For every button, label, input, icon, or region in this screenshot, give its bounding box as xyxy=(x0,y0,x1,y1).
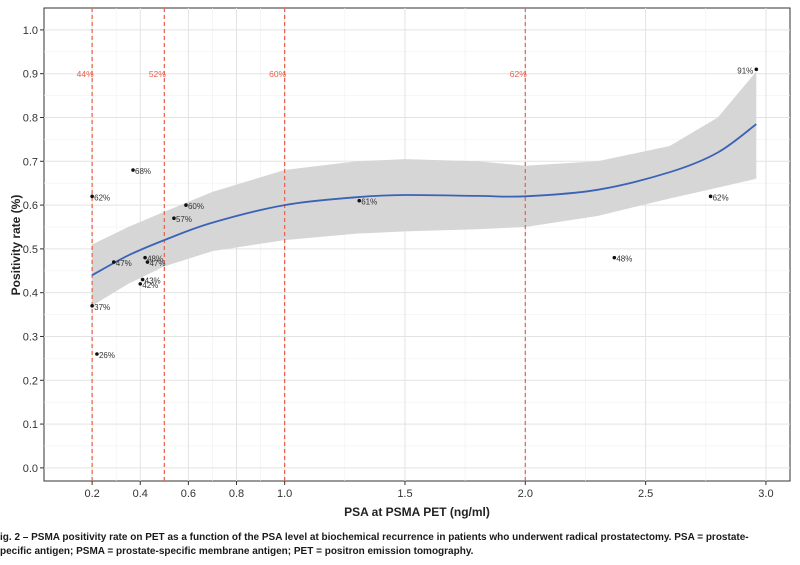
y-tick-label: 0.0 xyxy=(23,463,38,475)
data-point-label: 91% xyxy=(737,66,753,75)
figure-caption: ig. 2 – PSMA positivity rate on PET as a… xyxy=(0,531,800,559)
data-point-label: 43% xyxy=(145,277,161,286)
y-tick-label: 0.5 xyxy=(23,244,38,256)
data-point xyxy=(140,277,145,282)
psa-positivity-chart: 44% 52% 60% 62% 62%37%26%47%68%42%43%48%47%… xyxy=(9,7,791,519)
data-point-label: 68% xyxy=(135,167,151,176)
y-tick-label: 0.6 xyxy=(23,200,38,212)
data-point xyxy=(708,194,713,199)
y-tick-label: 0.4 xyxy=(23,288,38,300)
y-axis-ticks: 0.0 0.1 0.2 0.3 0.4 0.5 0.6 0.7 0.8 0.9 1.0 xyxy=(23,25,44,475)
x-tick-label: 1.0 xyxy=(277,488,292,500)
x-tick-label: 0.4 xyxy=(133,488,148,500)
data-point-label: 37% xyxy=(94,303,110,312)
data-point-label: 61% xyxy=(361,198,377,207)
data-points: 62%37%26%47%68%42%43%48%47%57%60% 61%48%6… xyxy=(90,66,759,360)
data-point xyxy=(357,198,362,203)
y-tick-label: 0.8 xyxy=(23,112,38,124)
data-point-label: 62% xyxy=(713,193,729,202)
reference-lines: 44% 52% 60% 62% xyxy=(77,8,527,481)
data-point xyxy=(145,260,150,264)
data-point xyxy=(143,255,147,260)
data-point-label: 60% xyxy=(188,202,204,211)
y-tick-label: 0.1 xyxy=(23,419,38,431)
smooth-curve xyxy=(91,123,757,276)
x-axis-ticks: 0.2 0.4 0.6 0.8 1.0 1.5 2.0 2.5 3.0 xyxy=(84,481,774,500)
smooth-curve-layer xyxy=(91,123,757,276)
data-point xyxy=(95,352,99,356)
data-point-label: 48% xyxy=(616,255,632,264)
confidence-ribbon-layer xyxy=(92,71,757,306)
data-point xyxy=(111,260,116,264)
caption-line-2: pecific antigen; PSMA = prostate-specifi… xyxy=(0,546,474,557)
data-point xyxy=(184,203,188,207)
data-point-label: 42% xyxy=(142,281,158,290)
x-tick-label: 1.5 xyxy=(397,488,412,500)
caption-line-1: ig. 2 – PSMA positivity rate on PET as a… xyxy=(0,532,749,543)
x-tick-label: 0.2 xyxy=(84,488,99,500)
x-tick-label: 0.6 xyxy=(181,488,196,500)
reference-line-label: 62% xyxy=(510,69,527,79)
reference-line-label: 52% xyxy=(149,69,166,79)
data-point-label: 57% xyxy=(176,215,192,224)
x-tick-label: 2.0 xyxy=(518,488,533,500)
data-point xyxy=(90,194,94,199)
y-tick-label: 0.3 xyxy=(23,331,38,343)
data-point xyxy=(754,67,759,72)
data-point xyxy=(138,282,143,286)
reference-line-label: 60% xyxy=(269,69,286,79)
x-axis-title: PSA at PSMA PET (ng/ml) xyxy=(344,505,490,519)
data-point xyxy=(131,168,135,172)
y-axis-title: Positivity rate (%) xyxy=(9,195,23,296)
data-point-label: 47% xyxy=(149,259,165,268)
data-point-label: 47% xyxy=(116,259,132,268)
y-tick-label: 0.2 xyxy=(23,375,38,387)
y-tick-label: 0.7 xyxy=(23,156,38,168)
y-tick-label: 0.9 xyxy=(23,69,38,81)
data-point xyxy=(172,216,176,221)
data-point-label: 62% xyxy=(94,193,110,202)
data-point xyxy=(612,255,617,260)
reference-line-label: 44% xyxy=(77,69,94,79)
x-tick-label: 2.5 xyxy=(638,488,653,500)
data-point-label: 26% xyxy=(99,351,115,360)
x-tick-label: 3.0 xyxy=(758,488,773,500)
confidence-ribbon xyxy=(92,71,757,306)
data-point xyxy=(90,304,94,308)
y-tick-label: 1.0 xyxy=(23,25,38,37)
x-tick-label: 0.8 xyxy=(229,488,244,500)
data-point-label: 48% xyxy=(147,255,163,264)
